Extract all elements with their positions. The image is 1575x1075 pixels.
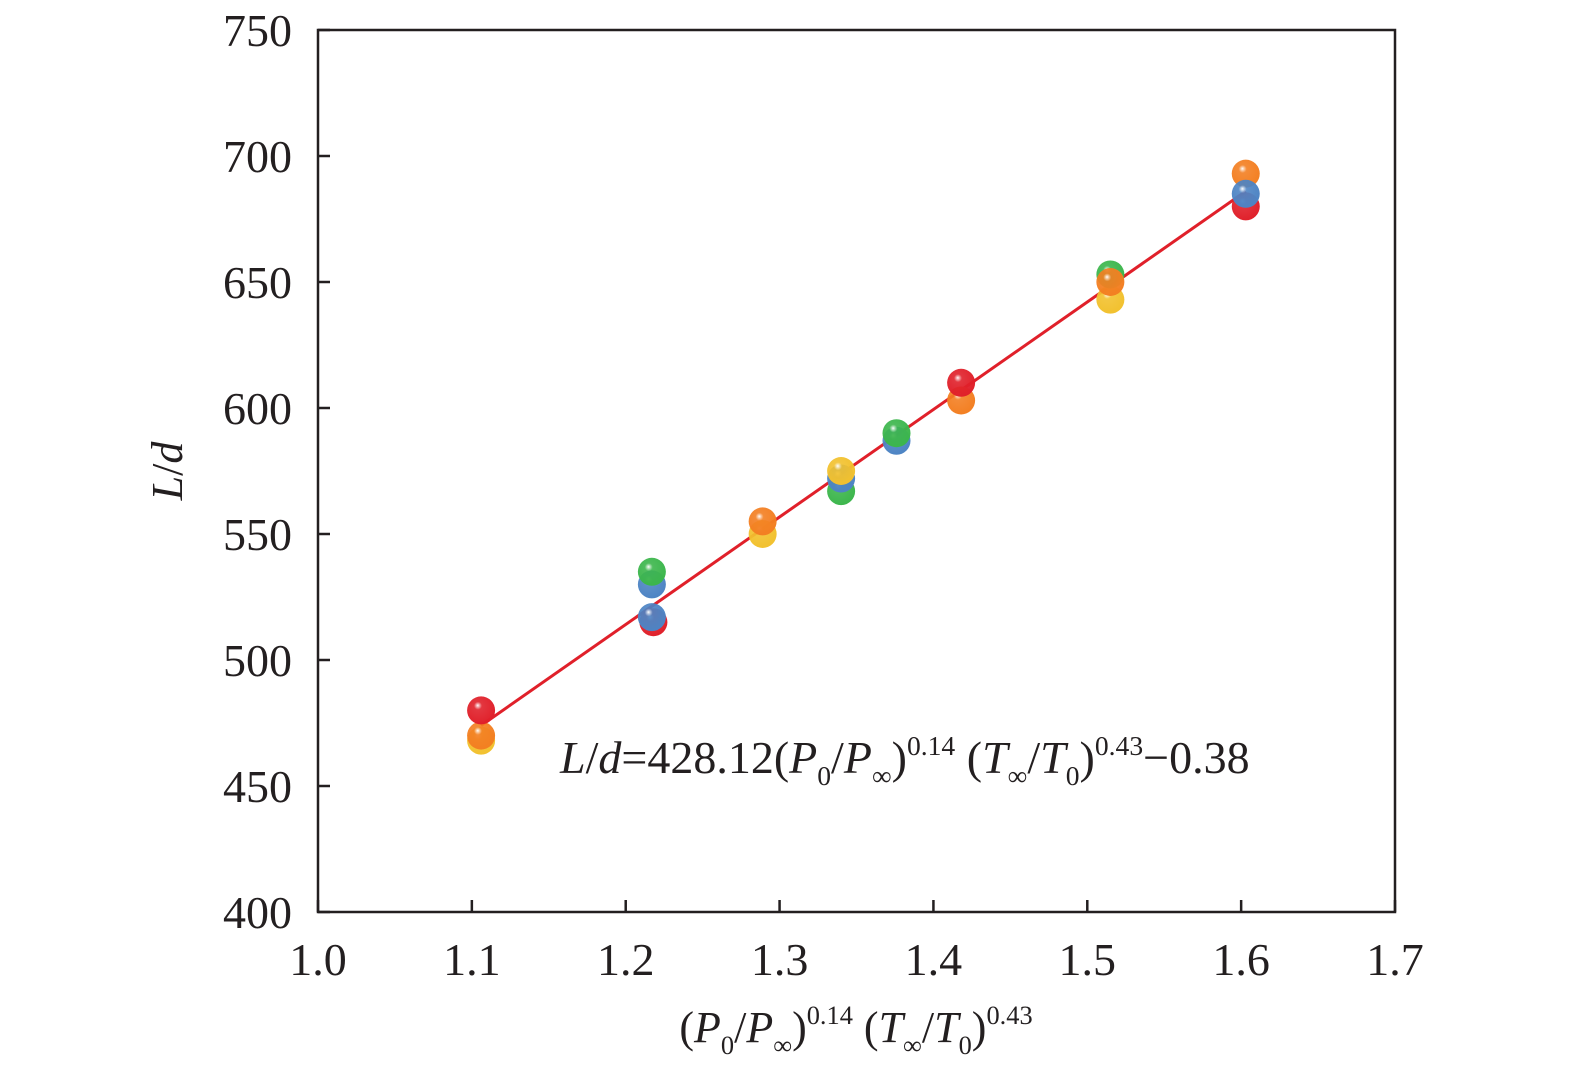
- data-point-blue: [637, 603, 666, 632]
- data-point-red: [947, 368, 976, 397]
- x-tick-label: 1.4: [905, 934, 963, 985]
- data-point-orange: [467, 721, 496, 750]
- x-axis-title: (P0/P∞)0.14 (T∞/T0)0.43: [679, 1000, 1032, 1060]
- data-point-orange: [748, 507, 777, 536]
- x-tick-label: 1.0: [289, 934, 347, 985]
- y-tick-label: 700: [223, 131, 292, 182]
- data-point-green: [882, 419, 911, 448]
- data-point-orange: [1231, 159, 1260, 188]
- plot-frame: [316, 28, 1397, 914]
- data-point-red: [467, 696, 496, 725]
- fit-line-layer: [480, 190, 1247, 727]
- y-tick-label: 400: [223, 887, 292, 938]
- y-tick-label: 750: [223, 5, 292, 56]
- y-tick-label: 650: [223, 257, 292, 308]
- y-tick-label: 600: [223, 383, 292, 434]
- y-tick-label: 450: [223, 761, 292, 812]
- x-tick-label: 1.7: [1366, 934, 1424, 985]
- x-tick-label: 1.1: [443, 934, 501, 985]
- y-tick-label: 500: [223, 635, 292, 686]
- y-axis-title: L/d: [143, 441, 192, 502]
- data-point-blue: [1231, 179, 1260, 208]
- data-point-yellow: [827, 457, 856, 485]
- x-tick-label: 1.5: [1059, 934, 1117, 985]
- fit-line: [480, 190, 1247, 727]
- data-points: [467, 159, 1260, 755]
- y-tick-label: 550: [223, 509, 292, 560]
- fit-equation-annotation: L/d=428.12(P0/P∞)0.14 (T∞/T0)0.43−0.38: [559, 730, 1250, 791]
- data-point-orange: [1096, 268, 1125, 296]
- data-point-green: [637, 557, 666, 586]
- x-tick-label: 1.6: [1212, 934, 1270, 985]
- x-tick-label: 1.3: [751, 934, 809, 985]
- axes: 1.0 1.1 1.2 1.3 1.4 1.5 1.6 1.7 400 450 500 550 600 6…: [223, 5, 1424, 985]
- axis-labels: (P0/P∞)0.14 (T∞/T0)0.43 L/d L/d=428.12(P0/…: [143, 441, 1250, 1060]
- x-tick-label: 1.2: [597, 934, 655, 985]
